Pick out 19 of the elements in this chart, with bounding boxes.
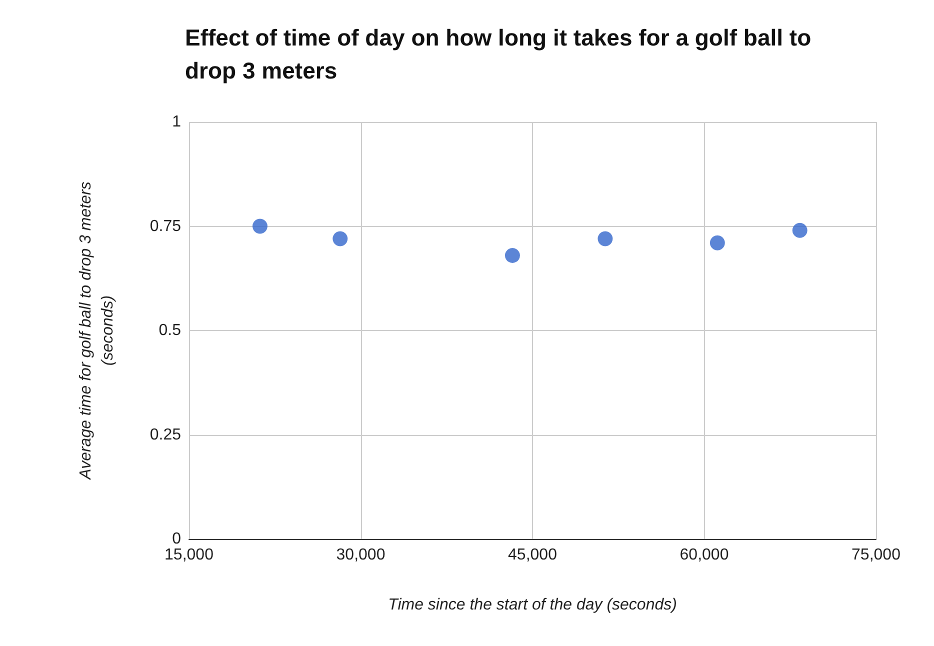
point bbox=[792, 222, 808, 238]
x-tick-label: 45,000 bbox=[508, 546, 558, 564]
x-tick-label: 60,000 bbox=[680, 546, 729, 564]
x-tick-label: 30,000 bbox=[336, 546, 386, 564]
y-tick-label: 0 bbox=[172, 530, 182, 548]
point bbox=[504, 248, 520, 263]
point bbox=[332, 231, 348, 246]
x-tick-label: 75,000 bbox=[852, 546, 901, 564]
point bbox=[598, 231, 613, 246]
y-axis-title: Average time for golf ball to drop 3 meters (seconds) bbox=[78, 182, 116, 480]
y-tick-label: 0.75 bbox=[150, 218, 182, 235]
chart-title: Effect of time of day on how long it takes for a golf ball to drop 3 meters bbox=[185, 24, 818, 84]
point bbox=[252, 218, 268, 234]
y-tick-label: 0.25 bbox=[150, 426, 182, 444]
y-tick-label: 0.5 bbox=[158, 322, 182, 339]
y-tick-label: 1 bbox=[172, 114, 182, 130]
point bbox=[710, 235, 725, 250]
x-axis-title: Time since the start of the day (seconds) bbox=[388, 596, 677, 614]
x-tick-label: 15,000 bbox=[164, 546, 214, 564]
